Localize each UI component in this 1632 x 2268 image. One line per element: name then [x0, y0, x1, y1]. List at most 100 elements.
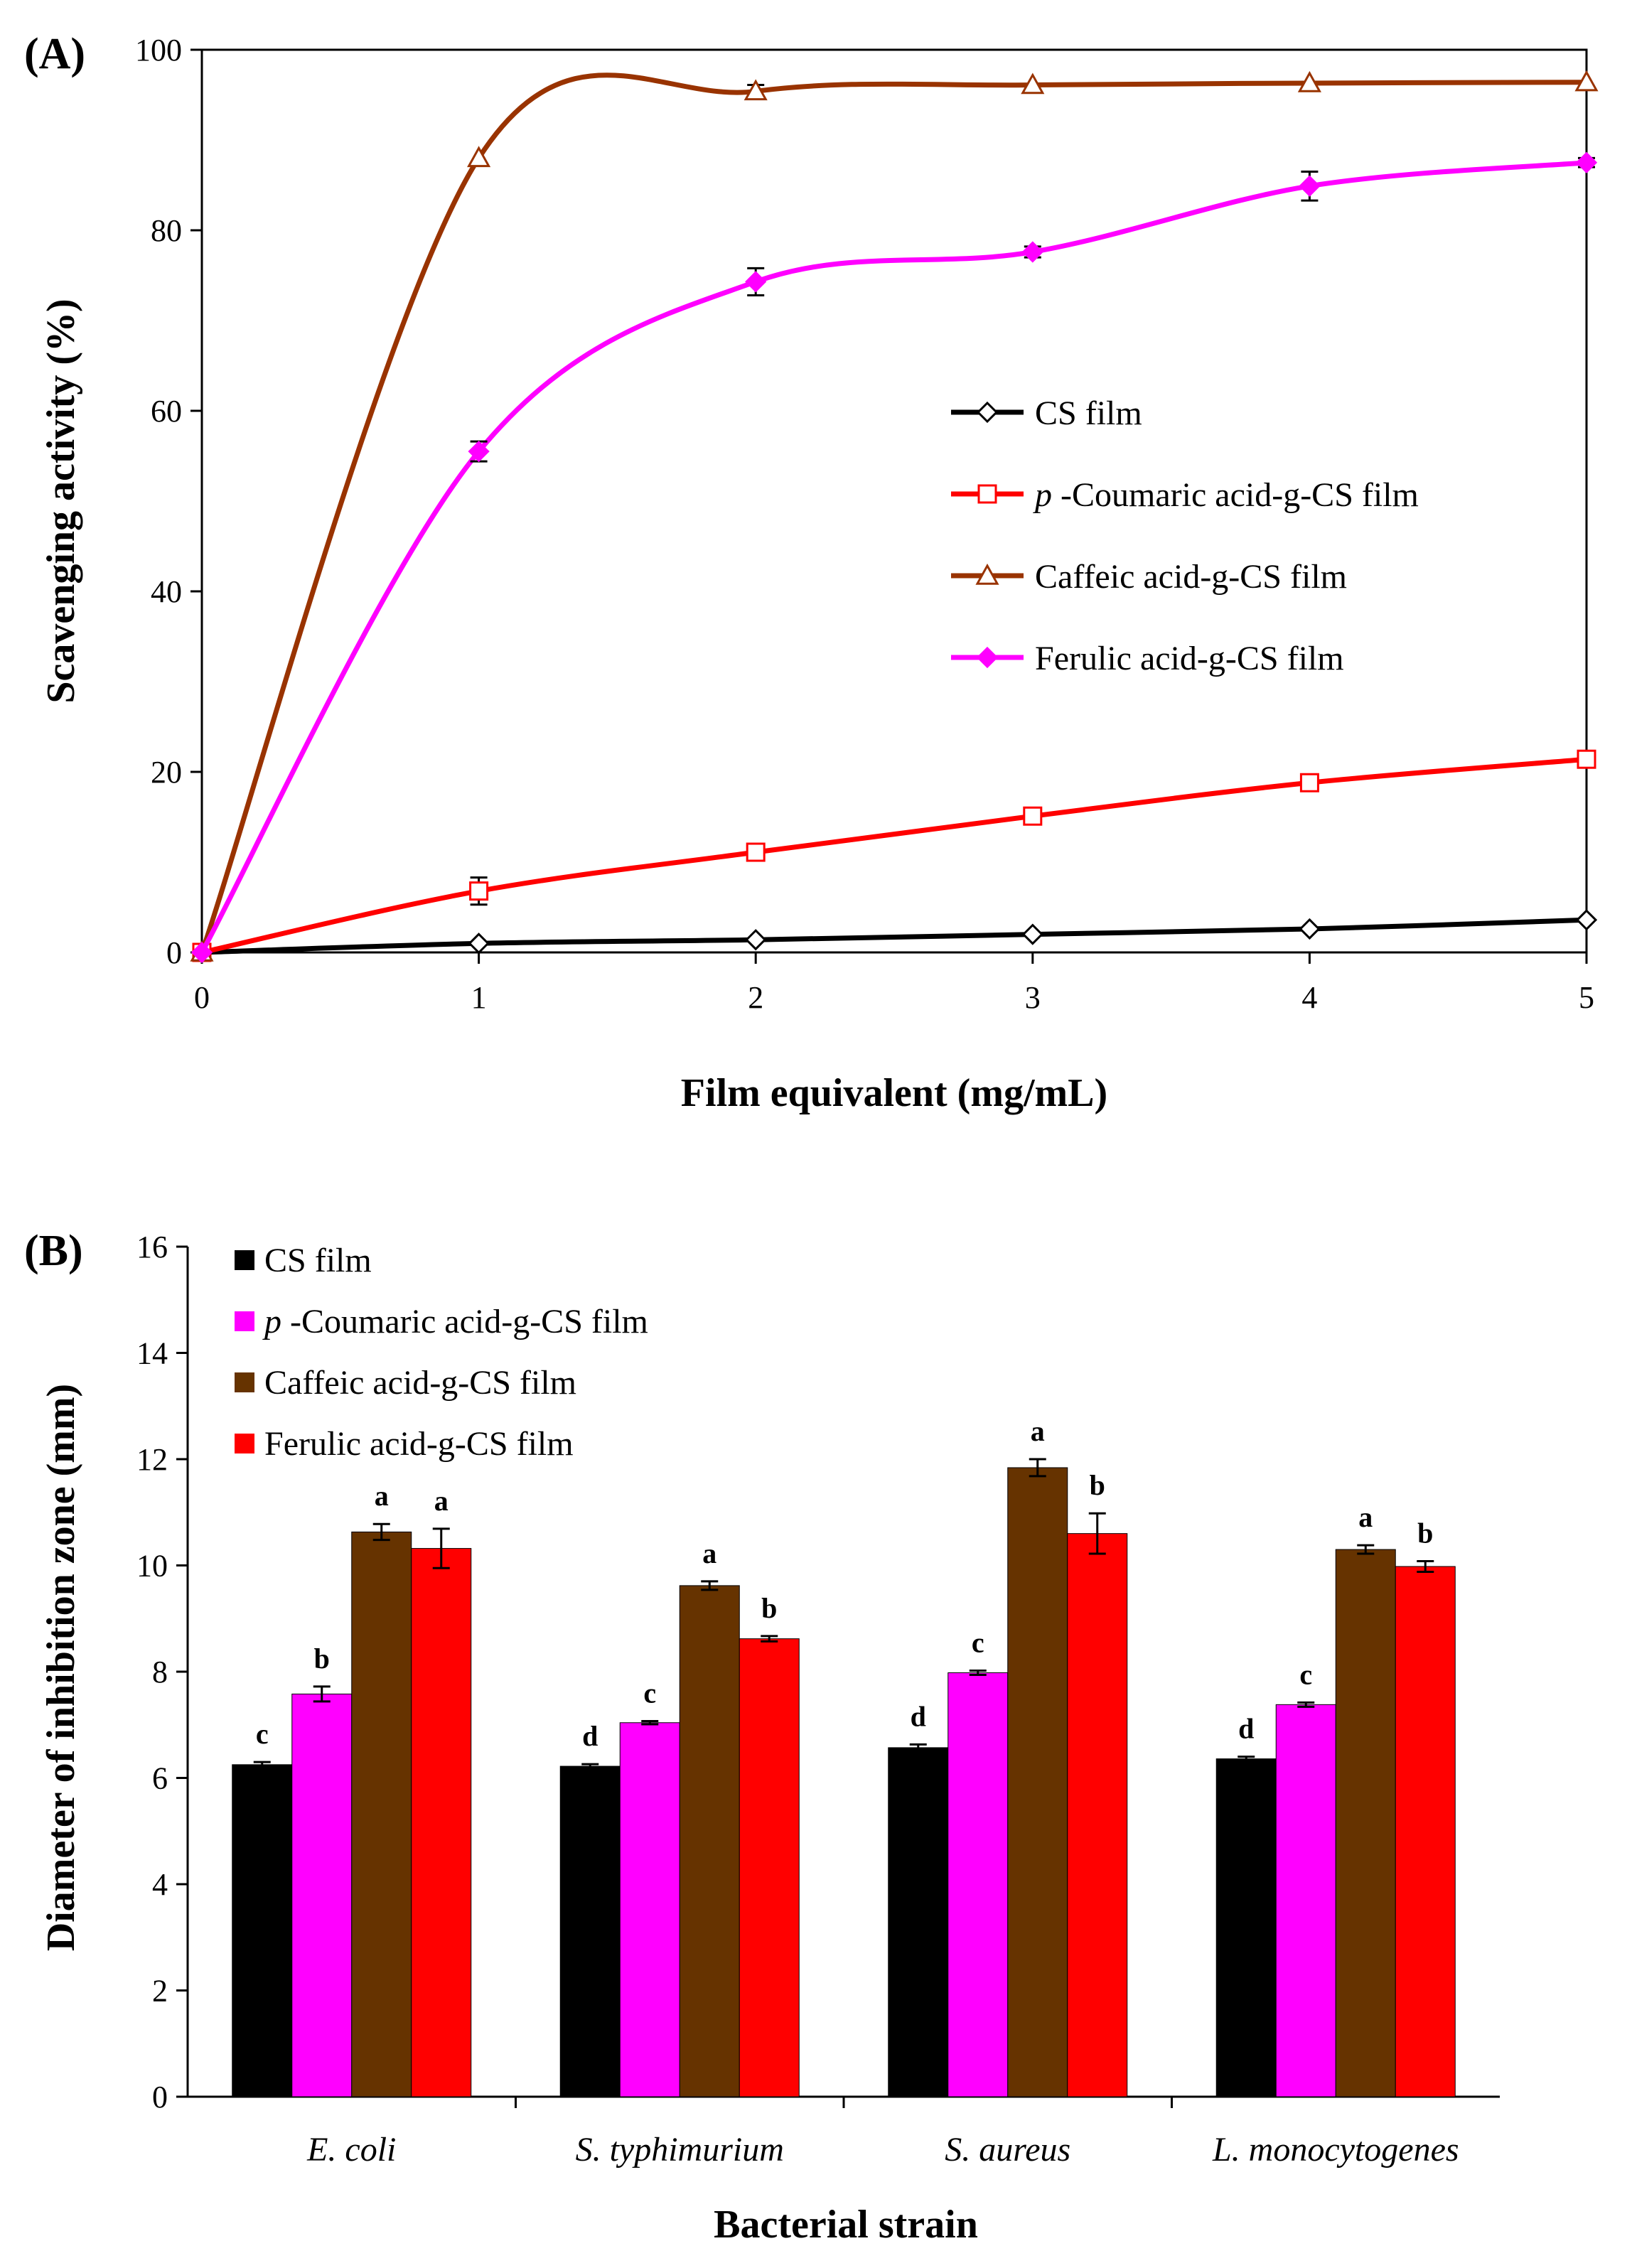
legend-marker — [977, 484, 997, 504]
legend-marker — [975, 563, 999, 585]
x-tick-label: 0 — [194, 980, 210, 1015]
bar-group: c — [619, 1677, 680, 2097]
panel-a-y-axis: 0 20 40 60 80 100 — [135, 33, 202, 970]
significance-label: a — [375, 1480, 389, 1512]
bar-group: a — [1007, 1415, 1068, 2097]
legend-swatch — [235, 1372, 254, 1392]
panel-b-bars-layer: c b a a d c a b d c a b d c a b — [232, 1415, 1456, 2097]
legend-label: Caffeic acid-g-CS film — [1035, 558, 1347, 596]
series-1 — [192, 749, 1596, 962]
legend-item-1: p -Coumaric acid-g-CS film — [235, 1303, 648, 1340]
data-point — [1575, 909, 1598, 931]
panel-a-label: (A) — [24, 30, 85, 78]
panel-b-category-labels: E. coli S. typhimurium S. aureus L. monocyt… — [306, 2097, 1459, 2168]
y-tick-label: 0 — [152, 2080, 168, 2114]
bar-group: d — [1215, 1713, 1277, 2097]
legend-marker — [976, 401, 999, 424]
bar — [1275, 1704, 1336, 2097]
bar-group: d — [559, 1720, 621, 2097]
bar — [619, 1722, 680, 2097]
panel-a-series-layer — [190, 70, 1599, 964]
legend-swatch — [235, 1434, 254, 1453]
panel-a-legend: CS film p -Coumaric acid-g-CS film Caffeic… — [951, 394, 1419, 677]
legend-label: Ferulic acid-g-CS film — [1035, 640, 1344, 677]
bar-group: b — [1067, 1469, 1128, 2097]
bar — [1215, 1758, 1277, 2097]
category-label: L. monocytogenes — [1212, 2131, 1459, 2168]
bar-group: c — [232, 1718, 293, 2097]
data-point — [1021, 72, 1045, 95]
bar — [679, 1585, 740, 2097]
significance-label: a — [1031, 1415, 1045, 1447]
significance-label: d — [1238, 1713, 1254, 1745]
significance-label: b — [1417, 1517, 1433, 1549]
data-point — [1021, 923, 1043, 945]
legend-label: Caffeic acid-g-CS film — [264, 1364, 576, 1402]
bar — [1067, 1533, 1128, 2097]
data-point — [1299, 175, 1321, 197]
bar — [411, 1548, 472, 2097]
y-tick-label: 12 — [136, 1442, 168, 1477]
y-tick-label: 40 — [151, 574, 182, 609]
series-line — [201, 917, 1587, 955]
significance-label: d — [911, 1700, 926, 1732]
legend-label: CS film — [1035, 394, 1142, 432]
significance-label: a — [702, 1537, 716, 1569]
significance-label: c — [972, 1627, 984, 1659]
panel-a-plot-frame — [200, 48, 1588, 954]
category-label: S. aureus — [945, 2131, 1070, 2168]
bar — [291, 1693, 353, 2097]
legend-item-3: Ferulic acid-g-CS film — [951, 640, 1344, 677]
legend-item-0: CS film — [235, 1242, 372, 1279]
legend-swatch — [235, 1250, 254, 1270]
legend-item-2: Caffeic acid-g-CS film — [951, 558, 1347, 596]
legend-label: Ferulic acid-g-CS film — [264, 1425, 574, 1463]
legend-item-3: Ferulic acid-g-CS film — [235, 1425, 574, 1463]
bar-group: b — [1395, 1517, 1456, 2097]
bar-group: b — [739, 1592, 800, 2097]
y-tick-label: 14 — [136, 1336, 168, 1371]
data-point — [1299, 773, 1319, 792]
data-point — [746, 842, 766, 862]
legend-item-1: p -Coumaric acid-g-CS film — [951, 476, 1419, 514]
bar — [1335, 1549, 1396, 2097]
y-tick-label: 4 — [152, 1867, 168, 1902]
panel-b-y-axis-title: Diameter of inhibition zone (mm) — [39, 1384, 83, 1951]
significance-label: d — [582, 1720, 598, 1752]
data-point — [1021, 241, 1043, 263]
bar — [1395, 1566, 1456, 2097]
x-tick-label: 5 — [1579, 980, 1594, 1015]
significance-label: b — [314, 1643, 330, 1675]
data-point — [467, 146, 491, 168]
legend-label: p -Coumaric acid-g-CS film — [262, 1303, 648, 1340]
y-tick-label: 8 — [152, 1655, 168, 1689]
data-point — [743, 79, 768, 101]
series-line — [201, 756, 1587, 955]
x-tick-label: 4 — [1301, 980, 1317, 1015]
x-tick-label: 2 — [748, 980, 763, 1015]
y-tick-label: 20 — [151, 755, 182, 790]
significance-label: c — [256, 1718, 269, 1750]
data-point — [1574, 70, 1599, 92]
y-tick-label: 80 — [151, 213, 182, 248]
series-3 — [190, 151, 1598, 964]
bar-group: a — [351, 1480, 412, 2097]
panel-a-y-axis-title: Scavenging activity (%) — [39, 299, 83, 703]
panel-b-x-axis-title: Bacterial strain — [714, 2203, 978, 2247]
data-point — [1575, 151, 1598, 173]
panel-b-label: (B) — [24, 1227, 83, 1275]
data-point — [190, 941, 213, 964]
bar — [888, 1747, 949, 2097]
bar — [947, 1672, 1009, 2097]
category-label: E. coli — [306, 2131, 396, 2168]
bar-group: b — [291, 1643, 353, 2097]
significance-label: a — [1358, 1501, 1373, 1533]
x-tick-label: 3 — [1025, 980, 1041, 1015]
y-tick-label: 100 — [135, 33, 182, 68]
bar-group: d — [888, 1700, 949, 2097]
legend-marker — [976, 646, 999, 669]
legend-item-2: Caffeic acid-g-CS film — [235, 1364, 576, 1402]
y-tick-label: 0 — [166, 935, 182, 970]
bar — [1007, 1467, 1068, 2097]
panel-a-x-axis-title: Film equivalent (mg/mL) — [681, 1071, 1107, 1115]
